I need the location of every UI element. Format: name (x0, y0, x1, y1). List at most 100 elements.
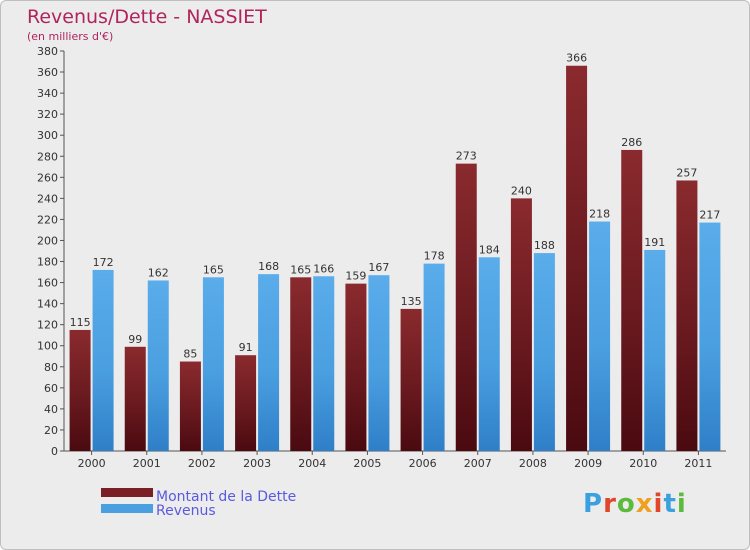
data-label: 168 (258, 260, 279, 273)
data-label: 159 (345, 270, 366, 283)
legend-swatch-debt (101, 488, 153, 497)
logo-letter: i (676, 489, 687, 519)
y-tick-label: 80 (44, 361, 58, 374)
data-label: 115 (70, 316, 91, 329)
x-axis: 2000 2001 2002 2003 2004 2005 2006 2007 2008 2009… (64, 450, 726, 470)
y-tick-label: 120 (37, 319, 58, 332)
y-tick-label: 340 (37, 87, 58, 100)
y-tick-label: 60 (44, 382, 58, 395)
bar-debt (124, 346, 146, 451)
y-tick-label: 180 (37, 256, 58, 269)
bar-revenus (368, 275, 390, 451)
bar-debt (400, 308, 422, 451)
x-tick-label: 2008 (519, 457, 547, 470)
data-label: 257 (676, 166, 697, 179)
bar-debt (676, 180, 698, 451)
bar-revenus (202, 277, 224, 451)
data-label: 184 (479, 243, 500, 256)
data-label: 286 (621, 136, 642, 149)
data-label: 191 (644, 236, 665, 249)
data-label: 165 (203, 263, 224, 276)
data-label: 273 (456, 150, 477, 163)
x-tick-label: 2010 (629, 457, 657, 470)
bar-revenus (533, 253, 555, 451)
data-label: 91 (239, 341, 253, 354)
bar-debt (290, 277, 312, 451)
bar-revenus (589, 221, 611, 451)
y-tick-label: 20 (44, 424, 58, 437)
chart-subtitle: (en milliers d'€) (27, 30, 114, 43)
bar-revenus (258, 274, 280, 451)
x-tick-label: 2003 (243, 457, 271, 470)
y-tick-label: 320 (37, 108, 58, 121)
y-tick-label: 160 (37, 277, 58, 290)
x-tick-label: 2000 (78, 457, 106, 470)
logo-letter: i (653, 489, 664, 519)
bar-debt (621, 149, 643, 451)
legend-label-debt: Montant de la Dette (156, 489, 296, 505)
data-label: 166 (313, 262, 334, 275)
x-tick-label: 2001 (133, 457, 161, 470)
data-label: 135 (401, 295, 422, 308)
bar-debt (179, 361, 201, 451)
x-tick-label: 2011 (684, 457, 712, 470)
bar-debt (455, 163, 477, 451)
y-tick-label: 300 (37, 129, 58, 142)
logo-letter: P (583, 489, 604, 519)
data-label: 167 (368, 261, 389, 274)
bar-revenus (699, 222, 721, 451)
y-tick-label: 200 (37, 234, 58, 247)
chart-title: Revenus/Dette - NASSIET (27, 6, 267, 28)
x-tick-label: 2005 (353, 457, 381, 470)
data-label: 240 (511, 184, 532, 197)
y-tick-label: 280 (37, 150, 58, 163)
y-axis: 0 20 40 60 80 100 120 140 160 180 200 220 240 260 280 3… (37, 45, 65, 458)
y-tick-label: 260 (37, 171, 58, 184)
legend-swatch-revenus (101, 504, 153, 513)
data-label: 85 (183, 348, 197, 361)
data-label: 165 (290, 263, 311, 276)
logo-letter: t (663, 489, 677, 519)
x-tick-label: 2002 (188, 457, 216, 470)
bar-debt (69, 329, 91, 451)
y-tick-label: 240 (37, 192, 58, 205)
bar-revenus (313, 276, 335, 451)
logo-letter: x (635, 489, 654, 519)
bar-revenus (423, 263, 445, 451)
y-tick-label: 40 (44, 403, 58, 416)
bar-revenus (478, 257, 500, 451)
data-label: 178 (424, 250, 445, 263)
y-tick-label: 360 (37, 66, 58, 79)
logo-letter: r (603, 489, 617, 519)
bars-layer (69, 65, 721, 451)
y-tick-label: 140 (37, 298, 58, 311)
data-label: 99 (128, 333, 142, 346)
x-tick-label: 2007 (464, 457, 492, 470)
data-label: 162 (148, 266, 169, 279)
data-label: 188 (534, 239, 555, 252)
bar-debt (345, 283, 367, 451)
proxiti-logo: Proxiti (583, 489, 687, 519)
bar-revenus (147, 280, 169, 451)
legend: Montant de la Dette Revenus (101, 488, 296, 519)
x-tick-label: 2006 (409, 457, 437, 470)
bar-debt (235, 355, 257, 451)
data-label: 218 (589, 208, 610, 221)
data-label: 172 (93, 256, 114, 269)
legend-label-revenus: Revenus (156, 503, 216, 519)
y-tick-label: 0 (51, 445, 58, 458)
data-label: 217 (699, 209, 720, 222)
y-tick-label: 100 (37, 340, 58, 353)
bar-revenus (644, 249, 666, 451)
y-tick-label: 380 (37, 45, 58, 58)
bar-debt (510, 198, 532, 451)
x-tick-label: 2009 (574, 457, 602, 470)
data-label: 366 (566, 52, 587, 65)
x-tick-label: 2004 (298, 457, 326, 470)
bar-debt (566, 65, 588, 451)
y-tick-label: 220 (37, 213, 58, 226)
logo-letter: o (616, 489, 636, 519)
